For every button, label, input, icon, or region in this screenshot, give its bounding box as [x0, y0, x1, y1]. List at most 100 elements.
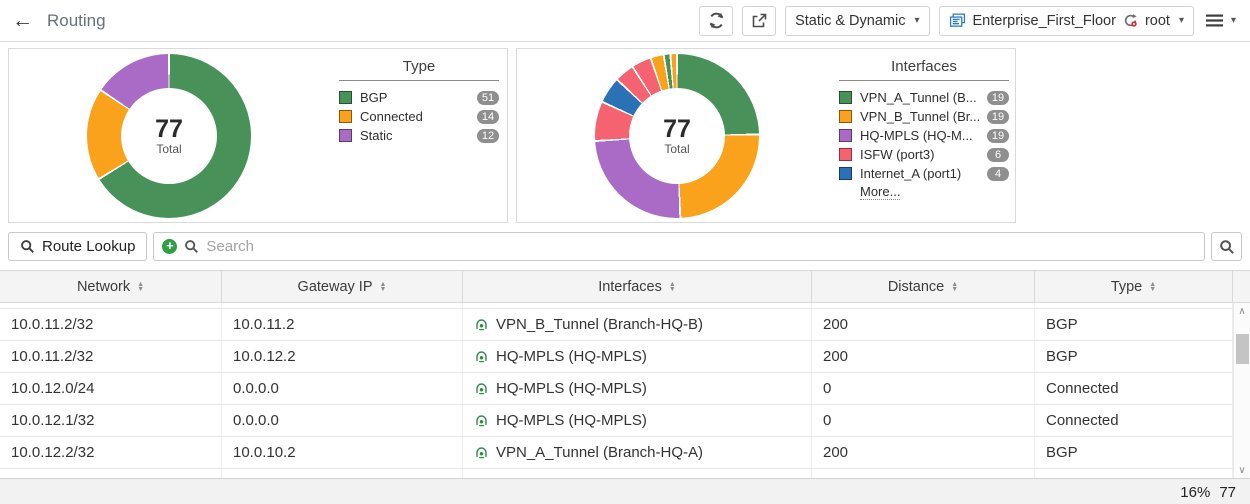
scroll-down-icon[interactable]: ∨: [1238, 464, 1246, 476]
chevron-down-icon: ▾: [914, 15, 920, 26]
table-row[interactable]: 10.0.12.2/32 10.0.10.2 VPN_A_Tunnel (Bra…: [0, 437, 1233, 469]
legend-count-badge: 12: [477, 128, 499, 143]
route-lookup-button[interactable]: Route Lookup: [8, 232, 148, 261]
vertical-scrollbar[interactable]: ∧ ∨: [1233, 303, 1250, 478]
device-icon: [949, 12, 966, 29]
legend-count-badge: 51: [477, 90, 499, 105]
column-header-type[interactable]: Type ▲ ▼: [1035, 271, 1233, 302]
sort-icon: ▲ ▼: [137, 280, 145, 293]
cell-interface: HQ-MPLS (HQ-MPLS): [463, 373, 812, 404]
route-type-chart-card: 77 Total Type BGP 51 Connected 14 Static…: [8, 48, 508, 223]
legend-swatch: [839, 129, 852, 142]
column-label: Distance: [887, 278, 945, 295]
sort-icon: ▲ ▼: [951, 280, 959, 293]
table-row[interactable]: 10.0.13.0/24 10.0.11.2 VPN_B_Tunnel (Bra…: [0, 469, 1233, 478]
hamburger-icon: [1205, 13, 1224, 28]
cell-type: Connected: [1035, 405, 1233, 436]
legend-label: BGP: [360, 90, 388, 105]
column-label: Gateway IP: [297, 278, 373, 295]
legend-label: VPN_B_Tunnel (Br...: [860, 109, 979, 124]
donut-total-value: 77: [663, 114, 691, 143]
route-type-legend: Type BGP 51 Connected 14 Static 12: [339, 58, 499, 145]
cell-network: 10.0.12.0/24: [0, 373, 222, 404]
legend-item[interactable]: VPN_B_Tunnel (Br... 19: [839, 107, 1009, 126]
device-vdom-dropdown[interactable]: Enterprise_First_Floor root ▾: [938, 5, 1194, 36]
donut-center: 77 Total: [121, 88, 217, 184]
table-row[interactable]: 10.0.12.1/32 0.0.0.0 HQ-MPLS (HQ-MPLS) 0…: [0, 405, 1233, 437]
scrollbar-thumb[interactable]: [1236, 334, 1249, 364]
cell-type: BGP: [1035, 437, 1233, 468]
interfaces-donut-chart[interactable]: 77 Total: [595, 54, 759, 218]
sort-icon: ▲ ▼: [379, 280, 387, 293]
scroll-percent: 16%: [1180, 483, 1211, 501]
cell-distance: 200: [812, 469, 1035, 478]
route-count: 77: [1219, 483, 1236, 501]
table-toolbar: Route Lookup +: [0, 232, 1250, 261]
legend-items: VPN_A_Tunnel (B... 19 VPN_B_Tunnel (Br..…: [839, 88, 1009, 183]
route-type-filter-dropdown[interactable]: Static & Dynamic ▾: [785, 5, 930, 36]
cell-gateway-ip: 0.0.0.0: [222, 373, 463, 404]
tunnel-interface-icon: [474, 413, 489, 428]
legend-swatch: [339, 110, 352, 123]
legend-items: BGP 51 Connected 14 Static 12: [339, 88, 499, 145]
table-row[interactable]: 10.0.11.2/32 10.0.11.2 VPN_B_Tunnel (Bra…: [0, 309, 1233, 341]
search-input[interactable]: [206, 238, 1196, 255]
legend-item[interactable]: Internet_A (port1) 4: [839, 164, 1009, 183]
search-button[interactable]: [1211, 232, 1242, 261]
cell-interface: VPN_B_Tunnel (Branch-HQ-B): [463, 469, 812, 478]
topbar-right: Static & Dynamic ▾ Enterprise_First_Floo…: [699, 5, 1238, 36]
legend-more-link[interactable]: More...: [860, 184, 901, 200]
cell-gateway-ip: 10.0.12.2: [222, 341, 463, 372]
back-arrow-icon[interactable]: ←: [12, 9, 33, 32]
sort-icon: ▲ ▼: [1149, 280, 1157, 293]
column-label: Interfaces: [598, 278, 662, 295]
open-in-new-window-button[interactable]: [742, 5, 777, 36]
column-header-interfaces[interactable]: Interfaces ▲ ▼: [463, 271, 812, 302]
add-filter-icon[interactable]: +: [162, 239, 178, 254]
column-label: Network: [76, 278, 131, 295]
tunnel-interface-icon: [474, 349, 489, 364]
column-header-network[interactable]: Network ▲ ▼: [0, 271, 222, 302]
clipped-row-top: [0, 303, 1233, 309]
legend-count-badge: 19: [987, 109, 1009, 124]
cell-distance: 0: [812, 405, 1035, 436]
column-header-gateway-ip[interactable]: Gateway IP ▲ ▼: [222, 271, 463, 302]
tunnel-interface-icon: [474, 445, 489, 460]
cell-network: 10.0.13.0/24: [0, 469, 222, 478]
legend-item[interactable]: ISFW (port3) 6: [839, 145, 1009, 164]
cell-gateway-ip: 0.0.0.0: [222, 405, 463, 436]
tunnel-interface-icon: [474, 317, 489, 332]
open-in-new-window-icon: [751, 13, 767, 29]
header-scrollbar-filler: [1233, 271, 1250, 302]
cell-distance: 200: [812, 341, 1035, 372]
legend-item[interactable]: Connected 14: [339, 107, 499, 126]
route-type-donut-chart[interactable]: 77 Total: [87, 54, 251, 218]
refresh-button[interactable]: [699, 5, 734, 36]
cell-network: 10.0.12.1/32: [0, 405, 222, 436]
topbar: ← Routing: [0, 0, 1250, 42]
table-body-viewport: 10.0.11.2/32 10.0.11.2 VPN_B_Tunnel (Bra…: [0, 303, 1250, 478]
routes-table: Network ▲ ▼ Gateway IP ▲ ▼ Interfaces ▲ ▼ D…: [0, 270, 1250, 478]
column-label: Type: [1110, 278, 1143, 295]
search-icon: [184, 239, 199, 254]
table-row[interactable]: 10.0.11.2/32 10.0.12.2 HQ-MPLS (HQ-MPLS)…: [0, 341, 1233, 373]
legend-title: Interfaces: [839, 58, 1009, 81]
interface-name: HQ-MPLS (HQ-MPLS): [496, 348, 647, 365]
cell-type: Connected: [1035, 373, 1233, 404]
legend-item[interactable]: Static 12: [339, 126, 499, 145]
column-header-distance[interactable]: Distance ▲ ▼: [812, 271, 1035, 302]
interface-name: VPN_B_Tunnel (Branch-HQ-B): [496, 476, 703, 478]
tunnel-interface-icon: [474, 477, 489, 478]
legend-item[interactable]: HQ-MPLS (HQ-M... 19: [839, 126, 1009, 145]
search-box: +: [153, 232, 1205, 261]
hamburger-menu-button[interactable]: ▾: [1203, 13, 1238, 28]
cell-interface: VPN_A_Tunnel (Branch-HQ-A): [463, 437, 812, 468]
legend-item[interactable]: VPN_A_Tunnel (B... 19: [839, 88, 1009, 107]
table-row[interactable]: 10.0.12.0/24 0.0.0.0 HQ-MPLS (HQ-MPLS) 0…: [0, 373, 1233, 405]
legend-swatch: [839, 167, 852, 180]
cell-type: BGP: [1035, 469, 1233, 478]
legend-count-badge: 4: [987, 166, 1009, 181]
legend-item[interactable]: BGP 51: [339, 88, 499, 107]
scroll-up-icon[interactable]: ∧: [1238, 305, 1246, 317]
scrollbar-track[interactable]: [1234, 319, 1250, 462]
